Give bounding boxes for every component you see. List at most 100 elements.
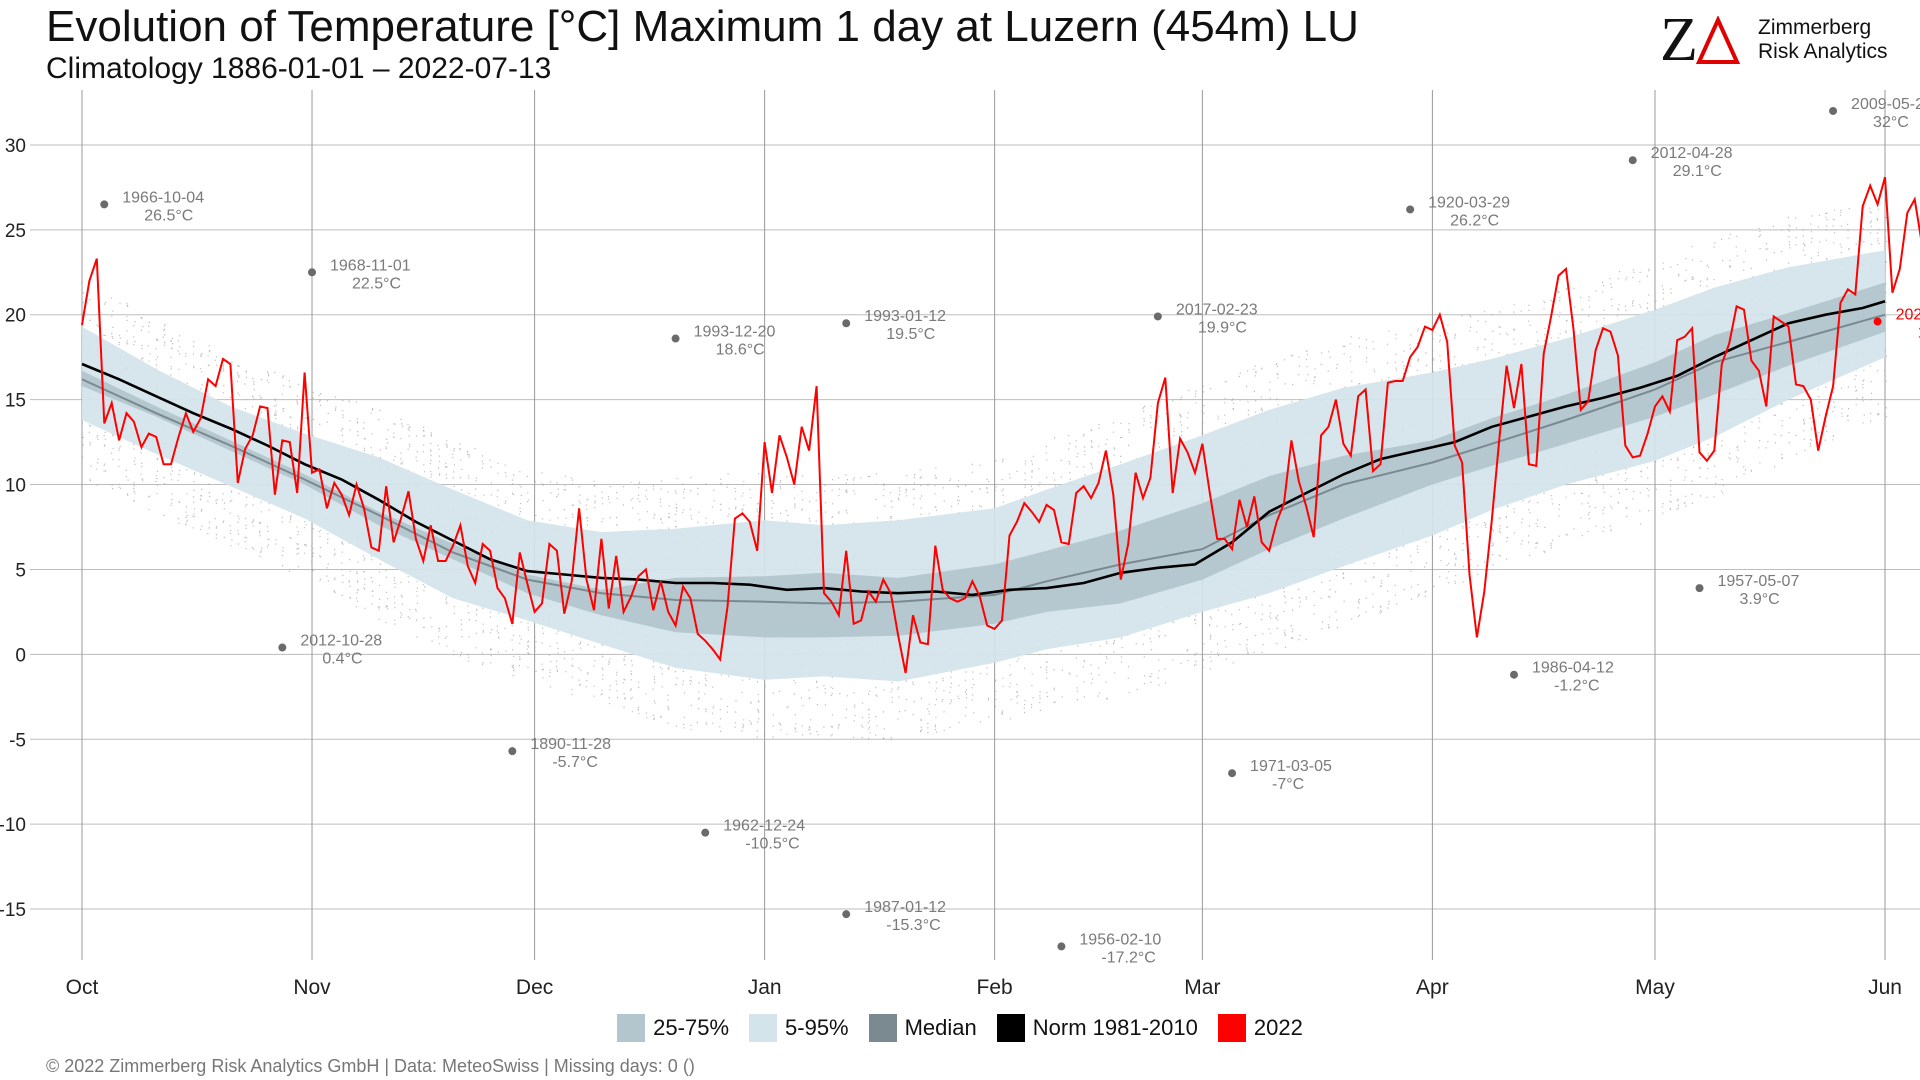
record-date-label: 1987-01-12 <box>864 899 946 916</box>
record-marker <box>842 910 851 919</box>
record-marker <box>842 319 851 328</box>
x-tick-label: Jun <box>1868 976 1902 999</box>
record-value-label: -5.7°C <box>552 754 598 771</box>
record-date-label: 2022-05-31 <box>1896 307 1920 324</box>
record-marker <box>100 200 109 209</box>
x-tick-label: Apr <box>1416 976 1449 999</box>
record-value-label: -10.5°C <box>745 836 799 853</box>
y-tick-label: 0 <box>15 645 26 666</box>
legend-item: 5-95% <box>749 1014 849 1042</box>
record-marker <box>701 828 710 837</box>
legend-label: 2022 <box>1253 1015 1303 1040</box>
x-tick-label: Nov <box>293 976 331 999</box>
record-date-label: 1986-04-12 <box>1532 660 1614 677</box>
record-value-label: 0.4°C <box>322 651 362 668</box>
record-marker <box>1873 317 1882 326</box>
y-tick-label: 15 <box>5 391 26 412</box>
band-5-95 <box>82 250 1885 682</box>
y-tick-label: -5 <box>9 730 26 751</box>
y-tick-label: 10 <box>5 476 26 497</box>
company-logo: Z Zimmerberg Risk Analytics <box>1660 8 1910 72</box>
logo-line-1: Zimmerberg <box>1758 16 1872 39</box>
logo-line-2: Risk Analytics <box>1758 40 1888 63</box>
record-value-label: -15.3°C <box>886 917 940 934</box>
record-value-label: 18.6°C <box>716 342 765 359</box>
record-marker <box>508 747 517 756</box>
record-date-label: 1966-10-04 <box>122 189 204 206</box>
record-date-label: 2012-10-28 <box>300 633 382 650</box>
record-value-label: 19.6°C <box>1918 325 1920 342</box>
legend-swatch <box>868 1014 897 1042</box>
logo-text: Zimmerberg Risk Analytics <box>1758 16 1888 64</box>
current-year-line <box>81 176 1920 674</box>
record-marker <box>1510 670 1519 679</box>
record-marker <box>1057 942 1066 951</box>
temperature-chart: -15 -10 -5 0 5 10 15 20 25 30 Oct Nov Dec Jan Feb Mar Ap… <box>0 90 1920 999</box>
record-date-label: 1993-12-20 <box>694 324 776 341</box>
legend-label: Median <box>904 1015 977 1040</box>
legend-item: 25-75% <box>617 1014 729 1042</box>
record-date-label: 1962-12-24 <box>723 818 805 835</box>
record-marker <box>1829 106 1838 115</box>
record-marker <box>1406 205 1415 214</box>
x-tick-label: Mar <box>1184 976 1220 999</box>
legend-swatch <box>617 1014 646 1042</box>
x-tick-label: Dec <box>516 976 553 999</box>
record-marker <box>1695 584 1704 593</box>
record-date-label: 2009-05-25 <box>1851 96 1920 113</box>
x-tick-label: Feb <box>977 976 1013 999</box>
record-date-label: 1971-03-05 <box>1250 758 1332 775</box>
record-value-label: -17.2°C <box>1101 949 1155 966</box>
record-date-label: 1968-11-01 <box>330 257 411 274</box>
footer-credits: © 2022 Zimmerberg Risk Analytics GmbH | … <box>46 1056 695 1076</box>
record-value-label: -1.2°C <box>1554 678 1600 695</box>
record-marker <box>671 334 680 343</box>
legend-item: 2022 <box>1217 1014 1303 1042</box>
record-value-label: -7°C <box>1272 776 1304 793</box>
median-line <box>81 313 1886 605</box>
record-date-label: 2017-02-23 <box>1176 301 1258 318</box>
x-tick-label: Oct <box>66 976 99 999</box>
record-marker <box>308 268 317 277</box>
record-value-label: 19.9°C <box>1198 319 1247 336</box>
legend-label: 5-95% <box>785 1015 849 1040</box>
legend-label: 25-75% <box>653 1015 730 1040</box>
record-value-label: 26.5°C <box>144 207 193 224</box>
chart-subtitle: Climatology 1886-01-01 – 2022-07-13 <box>46 52 552 85</box>
record-marker <box>1228 769 1237 778</box>
band-25-75 <box>82 282 1885 638</box>
chart-title: Evolution of Temperature [°C] Maximum 1 … <box>46 2 1359 51</box>
record-value-label: 32°C <box>1873 114 1909 131</box>
logo-triangle-icon <box>1695 15 1740 64</box>
record-date-label: 1993-01-12 <box>864 308 946 325</box>
legend-item: Norm 1981-2010 <box>996 1014 1198 1042</box>
x-tick-label: May <box>1635 976 1675 999</box>
record-date-label: 1957-05-07 <box>1718 573 1800 590</box>
chart-legend: 25-75% 5-95% Median Norm 1981-2010 2022 <box>0 1008 1920 1048</box>
y-tick-label: -10 <box>0 815 26 836</box>
x-tick-label: Jan <box>748 976 782 999</box>
y-tick-label: 25 <box>5 221 26 242</box>
logo-mark: Z <box>1660 8 1740 72</box>
record-marker <box>278 643 287 652</box>
legend-swatch <box>996 1014 1025 1042</box>
y-tick-label: -15 <box>0 900 26 921</box>
record-date-label: 1920-03-29 <box>1428 194 1510 211</box>
record-date-label: 2012-04-28 <box>1651 145 1733 162</box>
record-date-label: 1956-02-10 <box>1079 931 1161 948</box>
record-date-label: 1890-11-28 <box>530 736 611 753</box>
y-tick-label: 5 <box>15 560 26 581</box>
legend-swatch <box>749 1014 778 1042</box>
record-value-label: 3.9°C <box>1740 591 1780 608</box>
record-marker <box>1628 156 1637 165</box>
legend-label: Norm 1981-2010 <box>1032 1015 1198 1040</box>
legend-swatch <box>1217 1014 1246 1042</box>
record-value-label: 19.5°C <box>886 326 935 343</box>
y-tick-label: 20 <box>5 306 26 327</box>
record-value-label: 26.2°C <box>1450 212 1499 229</box>
legend-item: Median <box>868 1014 977 1042</box>
record-value-label: 22.5°C <box>352 275 401 292</box>
record-marker <box>1153 312 1162 321</box>
logo-letter: Z <box>1660 6 1698 74</box>
record-value-label: 29.1°C <box>1673 163 1722 180</box>
